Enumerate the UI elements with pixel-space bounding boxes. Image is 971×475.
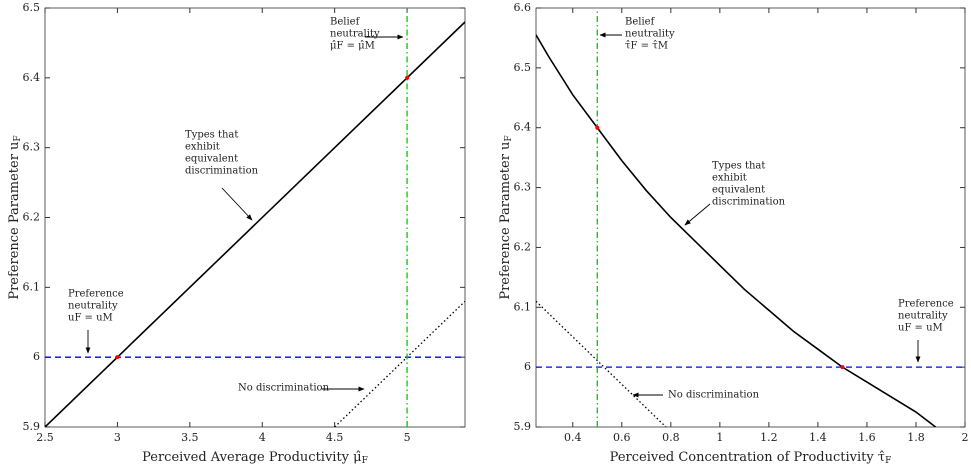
y-tick-label: 6 <box>33 350 40 363</box>
point <box>405 75 410 80</box>
y-tick-label: 6.4 <box>23 71 41 84</box>
annotation: neutrality <box>625 29 675 40</box>
y-axis-label: Preference Parameter uF <box>7 135 23 299</box>
line <box>536 34 937 427</box>
annotation: equivalent <box>712 185 765 196</box>
y-label-symbol: u <box>7 142 22 150</box>
point <box>115 355 120 360</box>
y-tick-label: 5.9 <box>23 420 41 433</box>
annotation-arrow <box>684 203 711 226</box>
annotation: exhibit <box>712 173 747 184</box>
y-tick-label: 6.2 <box>23 211 41 224</box>
x-tick-label: 2.5 <box>36 431 54 444</box>
annotation: μ̂F = μ̂M <box>330 41 375 52</box>
y-tick-label: 5.9 <box>514 420 532 433</box>
annotation: equivalent <box>185 154 238 165</box>
y-label-sub: F <box>13 135 23 141</box>
x-axis-label: Perceived Average Productivity μ̂F <box>142 450 368 466</box>
y-tick-label: 6.3 <box>514 181 532 194</box>
annotation: neutrality <box>68 301 118 312</box>
y-tick-label: 6.5 <box>514 61 532 74</box>
x-tick-label: 4.5 <box>326 431 344 444</box>
y-label-text: Preference Parameter <box>7 153 22 299</box>
y-tick-label: 6.1 <box>23 280 41 293</box>
annotation: neutrality <box>330 29 380 40</box>
annotation: discrimination <box>185 166 259 177</box>
annotation-arrow <box>221 187 253 221</box>
series-group <box>536 8 965 427</box>
y-label-symbol: u <box>498 142 513 150</box>
x-label-symbol: μ̂ <box>353 450 361 465</box>
x-tick-label: 2 <box>962 431 969 444</box>
line <box>45 21 465 427</box>
y-tick-label: 6.4 <box>514 121 532 134</box>
x-tick-label: 1.8 <box>907 431 925 444</box>
annotation: No discrimination <box>668 390 760 401</box>
x-tick-label: 1.6 <box>858 431 876 444</box>
x-tick-label: 4 <box>259 431 266 444</box>
point <box>840 365 845 370</box>
line <box>536 300 667 427</box>
annotation: uF = uM <box>68 313 113 324</box>
annotation: Preference <box>898 299 954 310</box>
annotation: neutrality <box>898 311 948 322</box>
annotation: Belief <box>330 17 361 28</box>
y-tick-label: 6.1 <box>514 300 532 313</box>
y-tick-label: 6.3 <box>23 141 41 154</box>
x-label-sub: F <box>362 456 368 466</box>
annotation: τ̂F = τ̂M <box>625 41 668 52</box>
y-tick-label: 6.5 <box>23 1 41 14</box>
y-tick-label: 6 <box>524 360 531 373</box>
line <box>334 300 465 427</box>
x-tick-label: 1.4 <box>809 431 827 444</box>
x-axis-label: Perceived Concentration of Productivity … <box>610 450 892 466</box>
x-label-text: Perceived Concentration of Productivity <box>610 450 875 465</box>
x-tick-label: 0.4 <box>564 431 582 444</box>
annotation: uF = uM <box>898 323 943 334</box>
x-tick-label: 1 <box>716 431 723 444</box>
annotation: Types that <box>185 130 238 141</box>
x-tick-label: 3.5 <box>181 431 199 444</box>
annotation: Belief <box>625 17 656 28</box>
point <box>595 125 600 130</box>
series-group <box>45 8 465 427</box>
plot-area <box>535 7 966 428</box>
y-tick-label: 6.6 <box>514 1 532 14</box>
x-tick-label: 5 <box>404 431 411 444</box>
x-tick-label: 1.2 <box>760 431 778 444</box>
y-axis-label: Preference Parameter uF <box>498 135 514 299</box>
annotation: Types that <box>712 161 765 172</box>
x-tick-label: 0.8 <box>662 431 680 444</box>
x-label-text: Perceived Average Productivity <box>142 450 350 465</box>
x-tick-label: 3 <box>114 431 121 444</box>
annotation: No discrimination <box>238 383 330 394</box>
annotation: discrimination <box>712 197 786 208</box>
plot-area <box>44 7 466 428</box>
annotation: exhibit <box>185 142 220 153</box>
x-label-symbol: τ̂ <box>878 450 885 465</box>
y-label-sub: F <box>504 135 514 141</box>
x-tick-label: 0.6 <box>613 431 631 444</box>
y-tick-label: 6.2 <box>514 240 532 253</box>
annotation: Preference <box>68 289 124 300</box>
x-label-sub: F <box>885 456 891 466</box>
y-label-text: Preference Parameter <box>498 153 513 299</box>
